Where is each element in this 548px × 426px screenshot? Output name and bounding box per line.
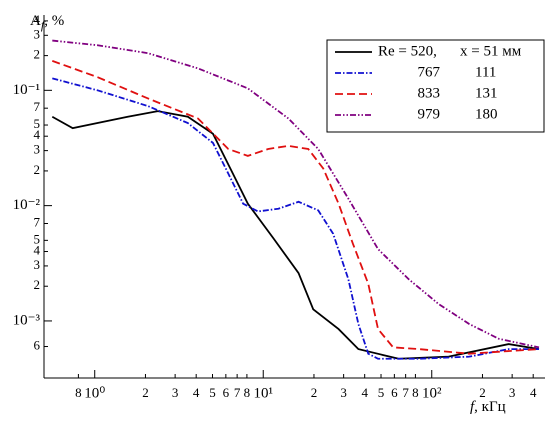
series-line — [51, 60, 540, 355]
x-tick-label: 5 — [209, 385, 216, 400]
x-axis-label: f, кГц — [470, 399, 506, 415]
x-tick-label: 3 — [172, 385, 179, 400]
y-tick-label: 7 — [34, 214, 41, 229]
y-tick-label: 4 — [34, 127, 41, 142]
legend-note: 180 — [475, 106, 498, 122]
x-tick-label: 4 — [193, 385, 200, 400]
y-tick-label: 6 — [34, 338, 41, 353]
x-tick-label: 4 — [530, 385, 537, 400]
series-line — [52, 77, 539, 360]
y-tick-label: 3 — [34, 26, 41, 41]
y-tick-label: 3 — [34, 142, 41, 157]
y-tick-label: 10⁻² — [13, 197, 41, 213]
x-tick-label: 2 — [311, 385, 318, 400]
x-tick-label: 3 — [340, 385, 347, 400]
legend-label: 979 — [418, 106, 441, 122]
legend-label: Re = 520, — [378, 43, 437, 59]
y-tick-label: 5 — [34, 231, 41, 246]
y-tick-label: 3 — [34, 257, 41, 272]
x-tick-label: 7 — [402, 385, 409, 400]
y-tick-label: 4 — [34, 12, 41, 27]
legend-note: x = 51 мм — [460, 43, 522, 59]
x-tick-label: 3 — [509, 385, 516, 400]
y-tick-label: 2 — [34, 162, 41, 177]
series-line — [51, 110, 540, 360]
legend-label: 767 — [418, 64, 441, 80]
x-tick-label: 10² — [422, 385, 442, 401]
x-tick-label: 8 — [75, 385, 82, 400]
x-tick-label: 4 — [361, 385, 368, 400]
y-axis-label: Af, % — [30, 13, 64, 31]
legend — [326, 39, 545, 133]
x-tick-label: 6 — [223, 385, 230, 400]
x-tick-label: 2 — [142, 385, 149, 400]
y-tick-label: 4 — [34, 243, 41, 258]
x-tick-label: 8 — [244, 385, 251, 400]
x-tick-label: 5 — [378, 385, 385, 400]
y-tick-label: 10⁻¹ — [13, 82, 40, 98]
y-tick-label: 7 — [34, 99, 41, 114]
x-tick-label: 8 — [412, 385, 419, 400]
legend-note: 111 — [475, 64, 496, 80]
x-tick-label: 2 — [479, 385, 486, 400]
y-tick-label: 2 — [34, 47, 41, 62]
y-tick-label: 2 — [34, 277, 41, 292]
x-tick-label: 7 — [234, 385, 241, 400]
x-tick-label: 10¹ — [253, 385, 273, 401]
legend-label: 833 — [418, 85, 441, 101]
y-tick-label: 5 — [34, 116, 41, 131]
legend-note: 131 — [475, 85, 498, 101]
x-tick-label: 6 — [391, 385, 398, 400]
y-tick-label: 10⁻³ — [13, 312, 41, 328]
x-tick-label: 10⁰ — [84, 385, 105, 401]
series-line — [52, 39, 540, 349]
